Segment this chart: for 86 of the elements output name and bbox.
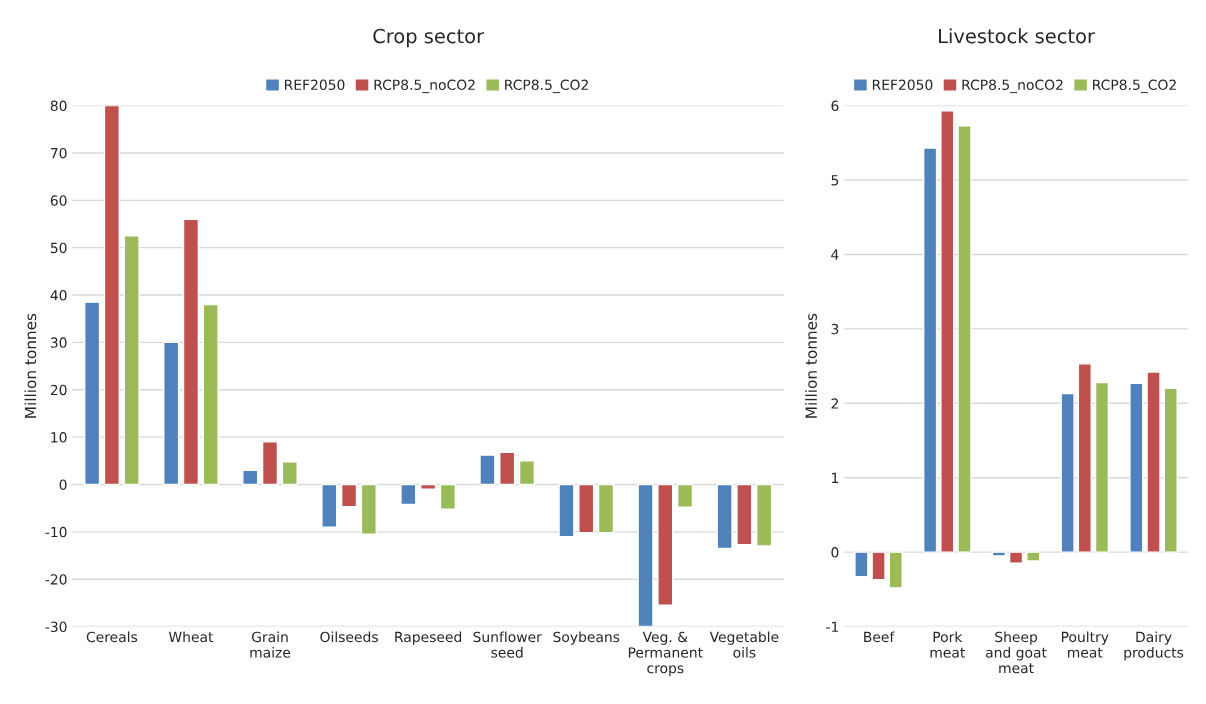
bar	[1094, 381, 1110, 553]
bar	[871, 551, 886, 581]
bar	[420, 483, 437, 490]
x-tick-label: Oilseeds	[320, 631, 378, 643]
x-tick-label: Rapeseed	[395, 631, 462, 645]
y-tick-label: -1	[826, 621, 839, 632]
y-tick-label: 1	[832, 472, 839, 483]
bar	[182, 218, 200, 486]
bar	[940, 110, 955, 553]
legend-label: RCP8.5_noCO2	[374, 79, 475, 94]
bar	[558, 483, 575, 538]
legend-label: REF2050	[872, 79, 933, 91]
bar	[597, 483, 615, 534]
legend-label: RCP8.5_CO2	[505, 79, 588, 94]
bar	[736, 483, 753, 546]
bar	[321, 483, 338, 528]
y-tick-label: 3	[831, 323, 839, 335]
legend-label: RCP8.5_noCO2	[962, 79, 1063, 94]
bar	[1163, 387, 1178, 553]
x-tick-label: Poultry meat	[1061, 631, 1109, 658]
bar	[242, 469, 259, 486]
x-tick-label: Sunflower seed	[473, 631, 542, 658]
bar	[922, 147, 938, 553]
bar	[439, 483, 457, 510]
x-tick-label: Sheep and goat meat	[985, 631, 1047, 674]
y-tick-label: 4	[831, 249, 839, 260]
x-tick-label: Dairy products	[1124, 631, 1184, 661]
y-tick-label: -30	[45, 621, 67, 633]
bar	[578, 483, 595, 534]
bar	[281, 461, 298, 486]
bar	[518, 460, 536, 486]
bar	[957, 124, 972, 553]
legend-label: REF2050	[284, 79, 345, 91]
x-tick-label: Veg. & Permanent crops	[628, 631, 703, 676]
x-tick-label: Grain maize	[250, 631, 291, 658]
bar	[103, 105, 120, 486]
bar	[261, 441, 279, 486]
bar	[84, 301, 101, 486]
chart-title: Crop sector	[373, 28, 485, 48]
bar	[479, 454, 496, 486]
y-tick-label: 10	[51, 432, 67, 443]
bar	[716, 483, 733, 550]
x-tick-label: Cereals	[86, 631, 138, 643]
x-tick-label: Wheat	[168, 631, 214, 643]
legend-label: RCP8.5_CO2	[1093, 79, 1176, 94]
bar	[1077, 363, 1092, 553]
y-tick-label: 6	[831, 100, 839, 112]
bar	[400, 483, 417, 506]
y-axis-title: Million tonnes	[805, 313, 817, 418]
bar	[499, 451, 516, 486]
bar	[676, 483, 694, 508]
bar	[1026, 551, 1041, 562]
y-tick-label: 50	[50, 242, 67, 254]
y-tick-label: 0	[831, 547, 839, 558]
x-tick-label: Vegetable oils	[709, 631, 779, 658]
y-tick-label: 40	[50, 290, 67, 301]
y-axis-title: Million tonnes	[24, 313, 37, 418]
bar	[888, 551, 903, 589]
y-tick-label: 0	[59, 479, 67, 490]
y-tick-label: 5	[831, 175, 839, 186]
bar	[163, 341, 180, 486]
y-tick-label: -20	[45, 574, 67, 585]
bar	[1129, 382, 1144, 553]
bar	[1146, 371, 1161, 553]
y-tick-label: 30	[50, 337, 67, 348]
x-tick-label: Soybeans	[553, 631, 620, 645]
bar	[756, 483, 773, 547]
bar	[657, 483, 674, 606]
x-tick-label: Beef	[864, 631, 895, 643]
y-tick-label: 80	[50, 100, 67, 112]
bar	[854, 551, 869, 578]
y-tick-label: 2	[831, 398, 838, 409]
bar	[123, 235, 140, 486]
bar	[1060, 392, 1075, 553]
bar	[360, 483, 377, 535]
bar	[1008, 551, 1024, 564]
bar	[340, 483, 358, 508]
y-tick-label: 60	[50, 195, 67, 206]
bar	[202, 303, 219, 486]
x-tick-label: Pork meat	[930, 631, 965, 658]
bar	[637, 483, 654, 627]
bar	[991, 551, 1007, 557]
y-tick-label: 20	[50, 384, 67, 396]
y-tick-label: -10	[45, 526, 67, 538]
y-tick-label: 70	[50, 147, 67, 159]
chart-title: Livestock sector	[939, 28, 1095, 44]
